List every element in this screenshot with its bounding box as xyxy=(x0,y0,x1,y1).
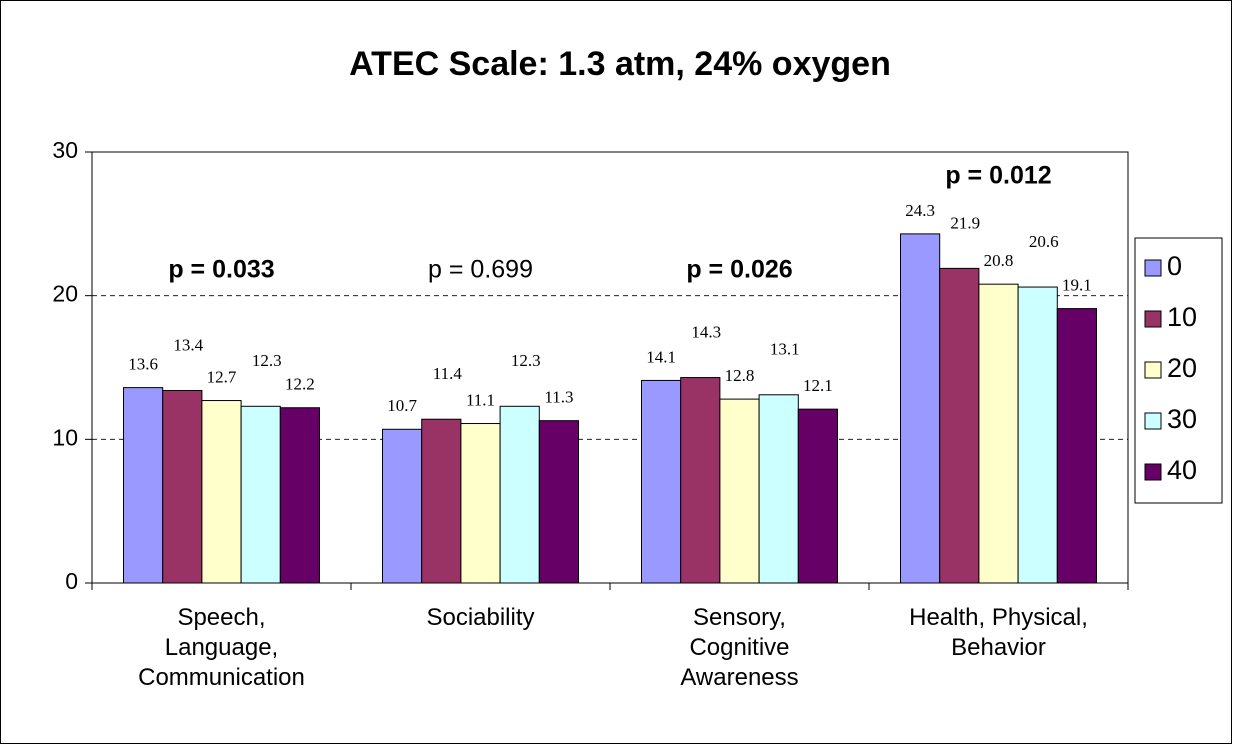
legend-label: 30 xyxy=(1167,404,1197,434)
legend-label: 0 xyxy=(1167,251,1182,281)
bar xyxy=(1017,286,1058,584)
data-label: 13.1 xyxy=(770,340,800,359)
bar xyxy=(641,379,682,584)
annotation: p = 0.699 xyxy=(428,256,533,284)
y-tick-label: 30 xyxy=(52,137,78,163)
bar xyxy=(499,405,540,584)
annotation: p = 0.026 xyxy=(686,256,792,284)
legend-swatch xyxy=(1144,412,1162,430)
bar xyxy=(978,283,1019,584)
data-label: 13.6 xyxy=(128,355,158,374)
bar xyxy=(123,387,164,584)
data-label: 10.7 xyxy=(387,396,417,415)
data-label: 12.7 xyxy=(207,367,237,386)
bar xyxy=(279,407,320,584)
data-label: 12.3 xyxy=(511,351,541,370)
data-label: 11.4 xyxy=(433,364,463,383)
bar xyxy=(240,405,281,584)
bar xyxy=(1056,308,1098,584)
bar xyxy=(382,428,423,584)
bar xyxy=(680,377,721,584)
legend-label: 40 xyxy=(1167,455,1197,485)
data-label: 21.9 xyxy=(950,213,980,232)
data-label: 20.8 xyxy=(984,251,1014,270)
bar xyxy=(719,398,760,584)
data-label: 12.3 xyxy=(252,351,282,370)
legend-swatch xyxy=(1144,463,1162,481)
x-tick-label: Sensory, Cognitive Awareness xyxy=(680,604,799,691)
chart-title: ATEC Scale: 1.3 atm, 24% oxygen xyxy=(349,45,891,83)
bar xyxy=(162,389,203,584)
annotation: p = 0.033 xyxy=(168,256,274,284)
legend-swatch xyxy=(1144,361,1162,379)
x-tick-label: Health, Physical, Behavior xyxy=(909,604,1088,661)
bar xyxy=(538,420,579,584)
data-label: 19.1 xyxy=(1062,276,1092,295)
data-label: 24.3 xyxy=(905,201,935,220)
data-label: 20.6 xyxy=(1029,232,1059,251)
data-label: 12.2 xyxy=(285,375,315,394)
bar xyxy=(460,423,501,584)
bar xyxy=(421,418,462,584)
legend-label: 10 xyxy=(1167,302,1197,332)
y-tick-label: 10 xyxy=(52,424,78,450)
bar xyxy=(201,400,242,584)
legend-swatch xyxy=(1144,310,1162,328)
x-tick-label: Speech, Language, Communication xyxy=(138,604,305,691)
bar xyxy=(900,233,941,584)
annotation: p = 0.012 xyxy=(945,161,1051,189)
data-label: 14.1 xyxy=(646,347,676,366)
data-label: 14.3 xyxy=(691,322,721,341)
data-label: 11.3 xyxy=(544,388,573,407)
legend-swatch xyxy=(1144,259,1162,277)
bar xyxy=(797,408,838,584)
data-label: 12.1 xyxy=(803,376,833,395)
bar xyxy=(758,394,799,584)
legend-label: 20 xyxy=(1167,353,1197,383)
data-label: 11.1 xyxy=(466,390,495,409)
y-tick-label: 20 xyxy=(52,281,78,307)
bar xyxy=(939,267,980,584)
data-label: 13.4 xyxy=(173,335,203,354)
y-tick-label: 0 xyxy=(65,568,78,594)
x-tick-label: Sociability xyxy=(426,604,535,631)
data-label: 12.8 xyxy=(725,366,755,385)
